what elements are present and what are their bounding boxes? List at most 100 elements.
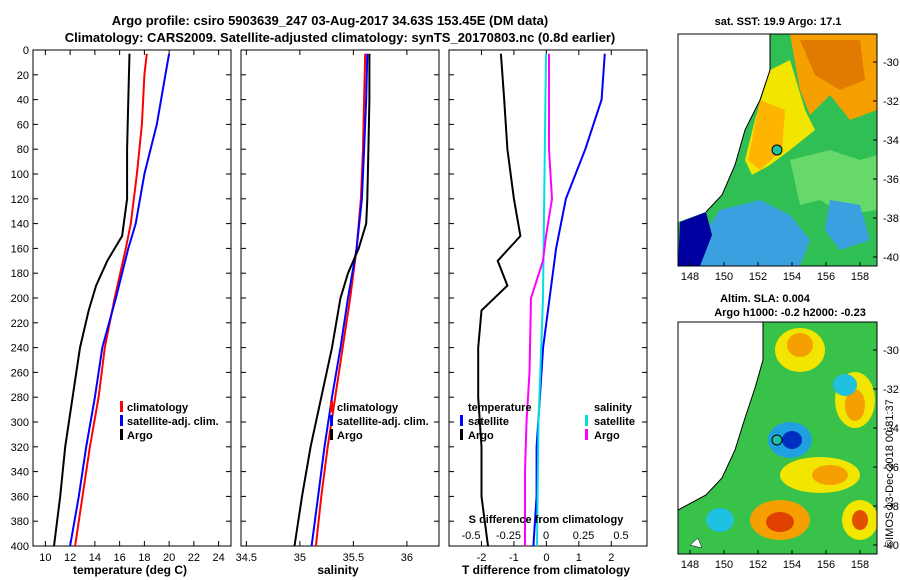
x-tick-label: 18 <box>138 552 150 564</box>
lat-tick-label: -30 <box>883 57 899 69</box>
depth-tick-label: 320 <box>11 442 29 454</box>
legend-label-climatology: climatology <box>127 402 189 414</box>
x-tick-label: 12 <box>64 552 76 564</box>
sla-map-title: Altim. SLA: 0.004 <box>720 293 811 305</box>
depth-tick-label: 280 <box>11 392 29 404</box>
x-tick-label: -2 <box>477 552 487 564</box>
legend-swatch-t-satellite <box>460 415 463 426</box>
lon-tick-label: 158 <box>851 271 869 283</box>
depth-tick-label: 180 <box>11 268 29 280</box>
depth-tick-label: 60 <box>17 119 29 131</box>
depth-tick-label: 380 <box>11 516 29 528</box>
x-tick-label: 20 <box>163 552 175 564</box>
depth-tick-label: 240 <box>11 343 29 355</box>
series-line-satellite-adj-clim- <box>69 53 171 547</box>
tick-labels: 0204060801001201401601802002202402602803… <box>11 45 629 564</box>
depth-tick-label: 80 <box>17 144 29 156</box>
lon-tick-label: 158 <box>851 559 869 571</box>
header-line-2: Climatology: CARS2009. Satellite-adjuste… <box>65 30 616 45</box>
legend-label-satellite: satellite-adj. clim. <box>337 416 429 428</box>
s-diff-tick-label: 0.5 <box>613 530 628 542</box>
x-tick-label: 1 <box>576 552 582 564</box>
depth-tick-label: 220 <box>11 318 29 330</box>
lat-tick-label: -34 <box>883 135 899 147</box>
legend-label-satellite: satellite-adj. clim. <box>127 416 219 428</box>
depth-tick-label: 160 <box>11 243 29 255</box>
series-line-argo <box>53 53 131 547</box>
lat-tick-label: -30 <box>883 345 899 357</box>
depth-tick-label: 0 <box>23 45 29 57</box>
series-line-t-argo <box>477 53 522 547</box>
legend-label-t-argo: Argo <box>468 430 494 442</box>
lon-tick-label: 156 <box>817 271 835 283</box>
sst-map-ticks: -30 -32 -34 -36 -38 -40 148 150 152 154 156 158 <box>681 57 899 283</box>
lat-tick-label: -38 <box>883 213 899 225</box>
lat-tick-label: -38 <box>883 501 899 513</box>
legend-label-s-argo: Argo <box>594 430 620 442</box>
lon-tick-label: 156 <box>817 559 835 571</box>
series-line-s-argo <box>524 53 554 546</box>
salinity-x-label: salinity <box>317 563 359 577</box>
imos-timestamp: ©IMOS 13-Dec-2018 00:31:37 <box>884 399 896 548</box>
depth-tick-label: 140 <box>11 219 29 231</box>
header-line-1: Argo profile: csiro 5903639_247 03-Aug-2… <box>112 13 548 28</box>
lon-tick-label: 154 <box>783 271 801 283</box>
lat-tick-label: -40 <box>883 540 899 552</box>
x-tick-label: 0 <box>543 552 549 564</box>
lat-tick-label: -36 <box>883 462 899 474</box>
legend-swatch-satellite <box>120 415 123 426</box>
sla-argo-location-marker <box>771 434 783 446</box>
series-line-climatology <box>314 53 367 547</box>
legend-swatch-t-argo <box>460 429 463 440</box>
sst-map-title: sat. SST: 19.9 Argo: 17.1 <box>715 16 842 28</box>
lat-tick-label: -40 <box>883 252 899 264</box>
x-tick-label: 35 <box>294 552 306 564</box>
s-diff-tick-label: 0 <box>543 530 549 542</box>
lon-tick-label: 148 <box>681 271 699 283</box>
x-tick-label: 16 <box>114 552 126 564</box>
depth-tick-label: 360 <box>11 491 29 503</box>
sst-map-frame <box>677 33 878 267</box>
lon-tick-label: 148 <box>681 559 699 571</box>
depth-tick-label: 120 <box>11 194 29 206</box>
legend-swatch-climatology <box>120 401 123 412</box>
depth-tick-label: 100 <box>11 169 29 181</box>
x-tick-label: 34.5 <box>236 552 257 564</box>
sst-argo-location-marker <box>771 144 783 156</box>
depth-tick-label: 260 <box>11 367 29 379</box>
legend-swatch-s-satellite <box>585 415 588 426</box>
legend-swatch-s-argo <box>585 429 588 440</box>
legend-label-argo: Argo <box>127 430 153 442</box>
lat-tick-label: -32 <box>883 384 899 396</box>
s-diff-tick-label: -0.5 <box>462 530 481 542</box>
axis-ticks <box>33 49 647 547</box>
lat-tick-label: -36 <box>883 174 899 186</box>
s-diff-tick-label: -0.25 <box>496 530 521 542</box>
sla-map-ticks: -30 -32 -34 -36 -38 -40 148 150 152 154 156 158 <box>681 345 899 571</box>
legend-swatch-argo <box>120 429 123 440</box>
depth-tick-label: 340 <box>11 467 29 479</box>
s-diff-tick-label: 0.25 <box>573 530 594 542</box>
temperature-legend: climatology satellite-adj. clim. Argo <box>120 401 219 442</box>
lon-tick-label: 150 <box>715 271 733 283</box>
x-tick-label: 14 <box>89 552 101 564</box>
series-line-t-satellite <box>532 53 606 547</box>
depth-tick-label: 200 <box>11 293 29 305</box>
depth-tick-label: 20 <box>17 70 29 82</box>
series-line-argo <box>293 53 371 547</box>
legend-label-argo: Argo <box>337 430 363 442</box>
lon-tick-label: 152 <box>749 271 767 283</box>
profile-lines <box>53 53 606 547</box>
depth-tick-label: 300 <box>11 417 29 429</box>
x-tick-label: 35.5 <box>343 552 364 564</box>
legend-swatch-climatology <box>330 401 333 412</box>
legend-label-s-satellite: satellite <box>594 416 635 428</box>
x-tick-label: 22 <box>188 552 200 564</box>
sla-map-argo-heights: Argo h1000: -0.2 h2000: -0.23 <box>714 307 866 319</box>
legend-label-climatology: climatology <box>337 402 399 414</box>
legend-swatch-satellite <box>330 415 333 426</box>
depth-tick-label: 40 <box>17 95 29 107</box>
lon-tick-label: 150 <box>715 559 733 571</box>
series-line-s-satellite <box>536 53 547 547</box>
